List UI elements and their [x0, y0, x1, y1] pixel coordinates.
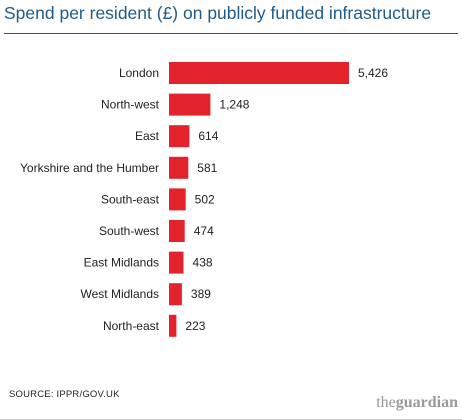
category-label: South-east — [101, 192, 160, 206]
category-label: West Midlands — [81, 287, 159, 301]
category-label: North-west — [101, 98, 160, 112]
bar-east-midlands — [169, 251, 184, 274]
category-label: North-east — [103, 319, 160, 333]
bar-north-west — [169, 93, 211, 116]
value-label: 223 — [185, 319, 205, 333]
value-label: 389 — [191, 287, 211, 301]
value-label: 5,426 — [358, 66, 388, 80]
bar-london — [169, 62, 349, 84]
bar-yorkshire-and-the-humber — [169, 156, 189, 179]
bar-east — [169, 125, 190, 148]
source-note: SOURCE: IPPR/GOV.UK — [9, 389, 120, 400]
bar-south-east — [169, 188, 186, 211]
chart-title: Spend per resident (£) on publicly funde… — [4, 3, 432, 23]
value-label: 1,248 — [219, 98, 249, 112]
title-rule — [4, 33, 458, 34]
category-label: East Midlands — [84, 256, 159, 270]
bar-west-midlands — [169, 283, 182, 306]
value-label: 581 — [197, 161, 217, 175]
bar-north-east — [169, 314, 177, 337]
category-label: London — [119, 66, 159, 80]
value-label: 614 — [198, 129, 218, 143]
bar-south-west — [169, 220, 185, 242]
category-label: East — [135, 129, 160, 143]
value-label: 502 — [195, 192, 215, 206]
category-label: South-west — [99, 224, 160, 238]
guardian-logo: theguardian — [376, 394, 458, 411]
bar-chart: London 5,426 North-west 1,248 East 614 Yorkshi… — [20, 62, 388, 337]
value-label: 474 — [194, 224, 214, 238]
value-label: 438 — [193, 256, 213, 270]
category-label: Yorkshire and the Humber — [20, 161, 159, 175]
